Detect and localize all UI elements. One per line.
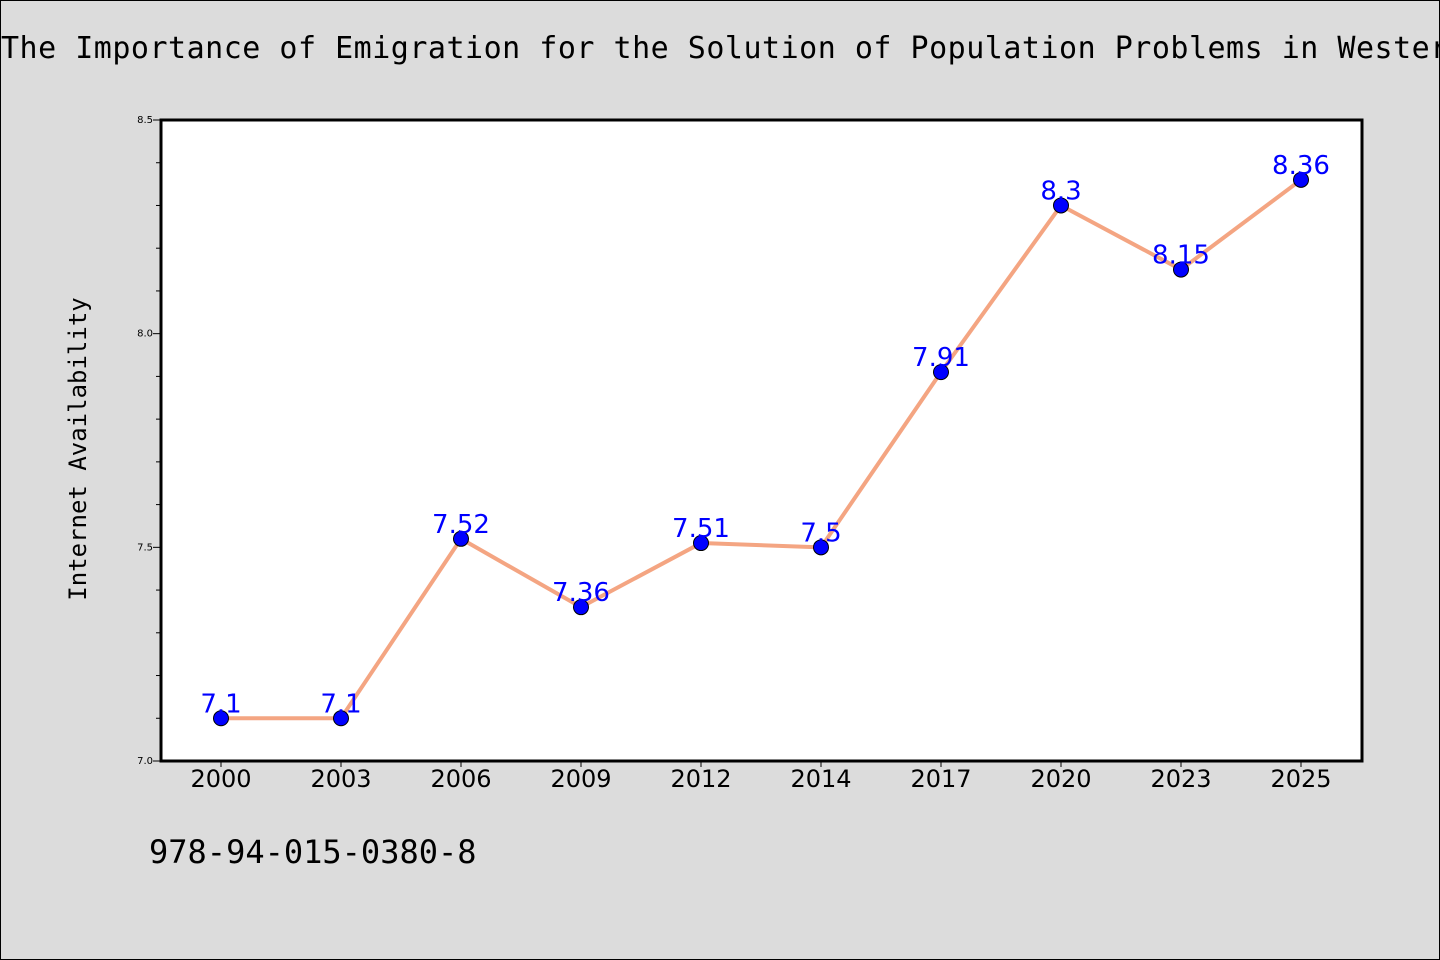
x-tick-label: 2003	[310, 765, 371, 793]
series-line	[221, 178, 1303, 721]
y-tick-label: 7.0	[137, 756, 153, 767]
series-markers	[213, 171, 1309, 727]
x-tick-label: 2006	[430, 765, 491, 793]
data-labels: 7.1 7.1 7.52 7.36 7.51 7.5 7.91 8.3 8.15 8.36	[200, 151, 1330, 719]
x-tick-label: 2014	[790, 765, 851, 793]
chart-title: The Importance of Emigration for the Sol…	[1, 31, 1440, 66]
data-point	[573, 599, 589, 616]
x-axis: 2000 2003 2006 2009 2012 2014 2017 2020 2023 2025	[190, 761, 1332, 793]
y-axis: 7.0 7.5 8.0 8.5	[137, 115, 161, 767]
x-tick-label: 2012	[670, 765, 731, 793]
isbn-code: 978-94-015-0380-8	[149, 833, 477, 871]
x-tick-label: 2023	[1150, 765, 1211, 793]
x-tick-label: 2000	[190, 765, 251, 793]
x-tick-label: 2017	[910, 765, 971, 793]
data-label: 7.1	[200, 689, 241, 719]
data-point	[453, 530, 469, 547]
data-point	[1173, 261, 1189, 278]
data-point	[693, 535, 709, 552]
data-point	[1053, 197, 1069, 214]
data-point	[213, 710, 229, 727]
data-label: 7.91	[912, 343, 970, 373]
x-tick-label: 2025	[1270, 765, 1331, 793]
data-point	[1293, 171, 1309, 188]
y-tick-label: 8.0	[137, 329, 153, 340]
y-axis-label: Internet Availability	[64, 297, 92, 600]
data-label: 8.3	[1040, 176, 1081, 206]
data-point	[813, 539, 829, 556]
y-tick-label: 8.5	[137, 115, 153, 126]
data-point	[933, 364, 949, 381]
y-tick-label: 7.5	[137, 542, 153, 553]
data-label: 7.1	[320, 689, 361, 719]
plot-area	[159, 118, 1364, 763]
data-label: 7.51	[672, 514, 730, 544]
x-tick-label: 2020	[1030, 765, 1091, 793]
data-label: 8.15	[1152, 241, 1210, 271]
data-label: 8.36	[1272, 151, 1330, 181]
data-point	[333, 710, 349, 727]
data-label: 7.36	[552, 578, 610, 608]
x-tick-label: 2009	[550, 765, 611, 793]
data-label: 7.52	[432, 510, 490, 540]
data-label: 7.5	[800, 518, 841, 548]
